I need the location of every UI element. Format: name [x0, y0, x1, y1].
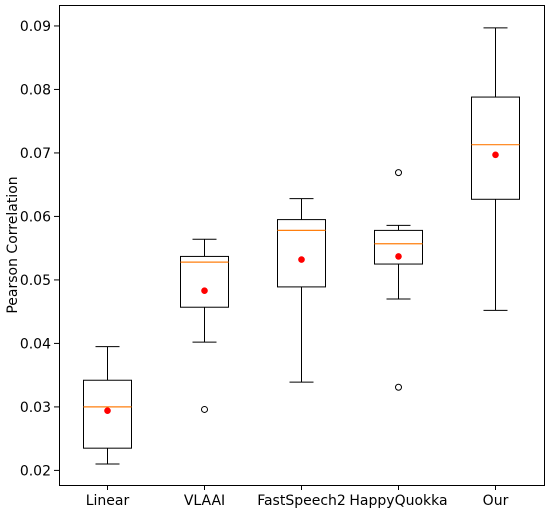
box-group [180, 238, 229, 413]
mean-marker [492, 151, 499, 159]
iqr-box [83, 379, 132, 449]
iqr-box [180, 255, 229, 308]
box-group [374, 169, 423, 391]
y-tick-label: 0.09 [20, 19, 51, 35]
iqr-box [471, 96, 520, 200]
outlier-point [201, 405, 208, 413]
box-group [471, 27, 520, 311]
mean-marker [395, 253, 402, 260]
x-tick-label: FastSpeech2 [257, 493, 346, 509]
x-axis: Linear VLAAI FastSpeech2 HappyQuokka Our [86, 485, 509, 509]
y-axis-title: Pearson Correlation [5, 176, 21, 313]
x-tick-label: Linear [86, 493, 130, 509]
iqr-box [277, 219, 326, 288]
y-tick-label: 0.07 [20, 146, 51, 162]
box-group [83, 346, 132, 465]
y-tick-label: 0.02 [20, 463, 51, 479]
mean-marker [201, 287, 208, 295]
x-tick-label: HappyQuokka [349, 493, 447, 509]
mean-marker [104, 407, 111, 415]
mean-marker [298, 256, 305, 263]
y-tick-label: 0.08 [20, 82, 51, 98]
y-tick-label: 0.06 [20, 209, 51, 225]
plot-area [83, 27, 520, 465]
outlier-point [395, 169, 402, 177]
y-tick-label: 0.04 [20, 336, 51, 352]
y-axis: 0.02 0.03 0.04 0.05 0.06 0.07 0.08 0.09 [20, 19, 59, 479]
outlier-point [395, 383, 402, 391]
y-tick-label: 0.03 [20, 400, 51, 416]
iqr-box [374, 229, 423, 265]
box-group [277, 198, 326, 383]
y-tick-label: 0.05 [20, 273, 51, 289]
x-tick-label: VLAAI [184, 493, 225, 509]
x-tick-label: Our [483, 493, 509, 509]
